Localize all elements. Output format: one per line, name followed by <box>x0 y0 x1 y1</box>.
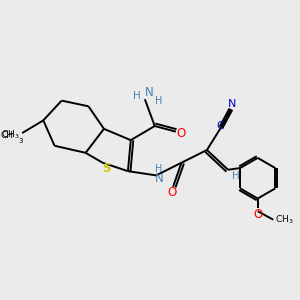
Text: 3: 3 <box>19 138 23 144</box>
Text: C: C <box>216 121 223 131</box>
Text: N: N <box>228 99 236 109</box>
Text: O: O <box>167 186 176 200</box>
Text: CH: CH <box>1 131 14 140</box>
Text: S: S <box>102 162 110 176</box>
Text: O: O <box>176 127 186 140</box>
Text: O: O <box>253 208 262 220</box>
Text: H: H <box>133 92 141 101</box>
Text: H: H <box>232 171 240 181</box>
Text: CH$_3$: CH$_3$ <box>1 128 20 141</box>
Text: H: H <box>155 164 162 174</box>
Text: CH$_3$: CH$_3$ <box>275 213 294 226</box>
Text: H: H <box>155 96 163 106</box>
Text: N: N <box>145 86 154 99</box>
Text: N: N <box>154 172 163 185</box>
